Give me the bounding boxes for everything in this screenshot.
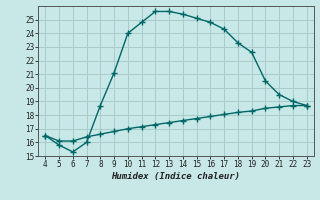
- X-axis label: Humidex (Indice chaleur): Humidex (Indice chaleur): [111, 172, 241, 181]
